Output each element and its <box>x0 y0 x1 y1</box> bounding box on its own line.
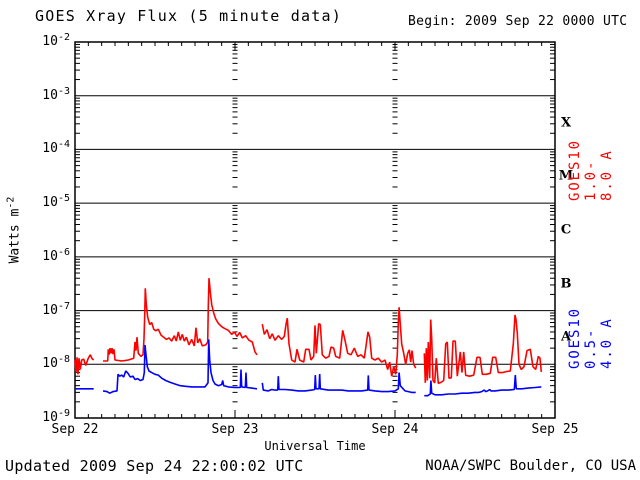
x-tick-label: Sep 22 <box>51 422 99 437</box>
decade-gridlines <box>75 95 555 365</box>
x-tick-label: Sep 25 <box>531 422 579 437</box>
long-channel-series <box>74 278 543 385</box>
flare-class-letter: M <box>558 168 574 184</box>
x-tick-label: Sep 24 <box>371 422 419 437</box>
flare-class-letter: C <box>560 222 572 238</box>
y-tick-label: 10-4 <box>42 139 70 157</box>
y-tick-label: 10-9 <box>42 408 70 425</box>
day-boundary-dashed-lines <box>232 43 398 403</box>
flare-class-letter: A <box>560 329 572 345</box>
long-channel-label: GOES10 1.0-8.0 A <box>567 139 615 201</box>
flare-class-letter: X <box>560 115 572 131</box>
begin-timestamp: Begin: 2009 Sep 22 0000 UTC <box>408 14 628 29</box>
y-tick-label: 10-3 <box>42 85 70 103</box>
chart-title: GOES Xray Flux (5 minute data) <box>35 7 342 25</box>
y-tick-label: 10-8 <box>42 354 70 372</box>
updated-timestamp: Updated 2009 Sep 24 22:00:02 UTC <box>5 457 304 475</box>
agency-credit: NOAA/SWPC Boulder, CO USA <box>425 458 636 474</box>
flare-class-letter: B <box>560 276 572 292</box>
plot-frame <box>74 41 556 419</box>
short-channel-series <box>75 339 542 397</box>
y-tick-label: 10-7 <box>42 300 70 318</box>
y-axis-title: Watts m-2 <box>5 196 23 264</box>
x-tick-label: Sep 23 <box>211 422 259 437</box>
short-channel-label: GOES10 0.5-4.0 A <box>567 307 615 369</box>
y-tick-label: 10-5 <box>42 193 70 211</box>
y-tick-label: 10-6 <box>42 246 70 264</box>
x-axis-title: Universal Time <box>264 439 366 453</box>
y-tick-label: 10-2 <box>42 32 70 49</box>
